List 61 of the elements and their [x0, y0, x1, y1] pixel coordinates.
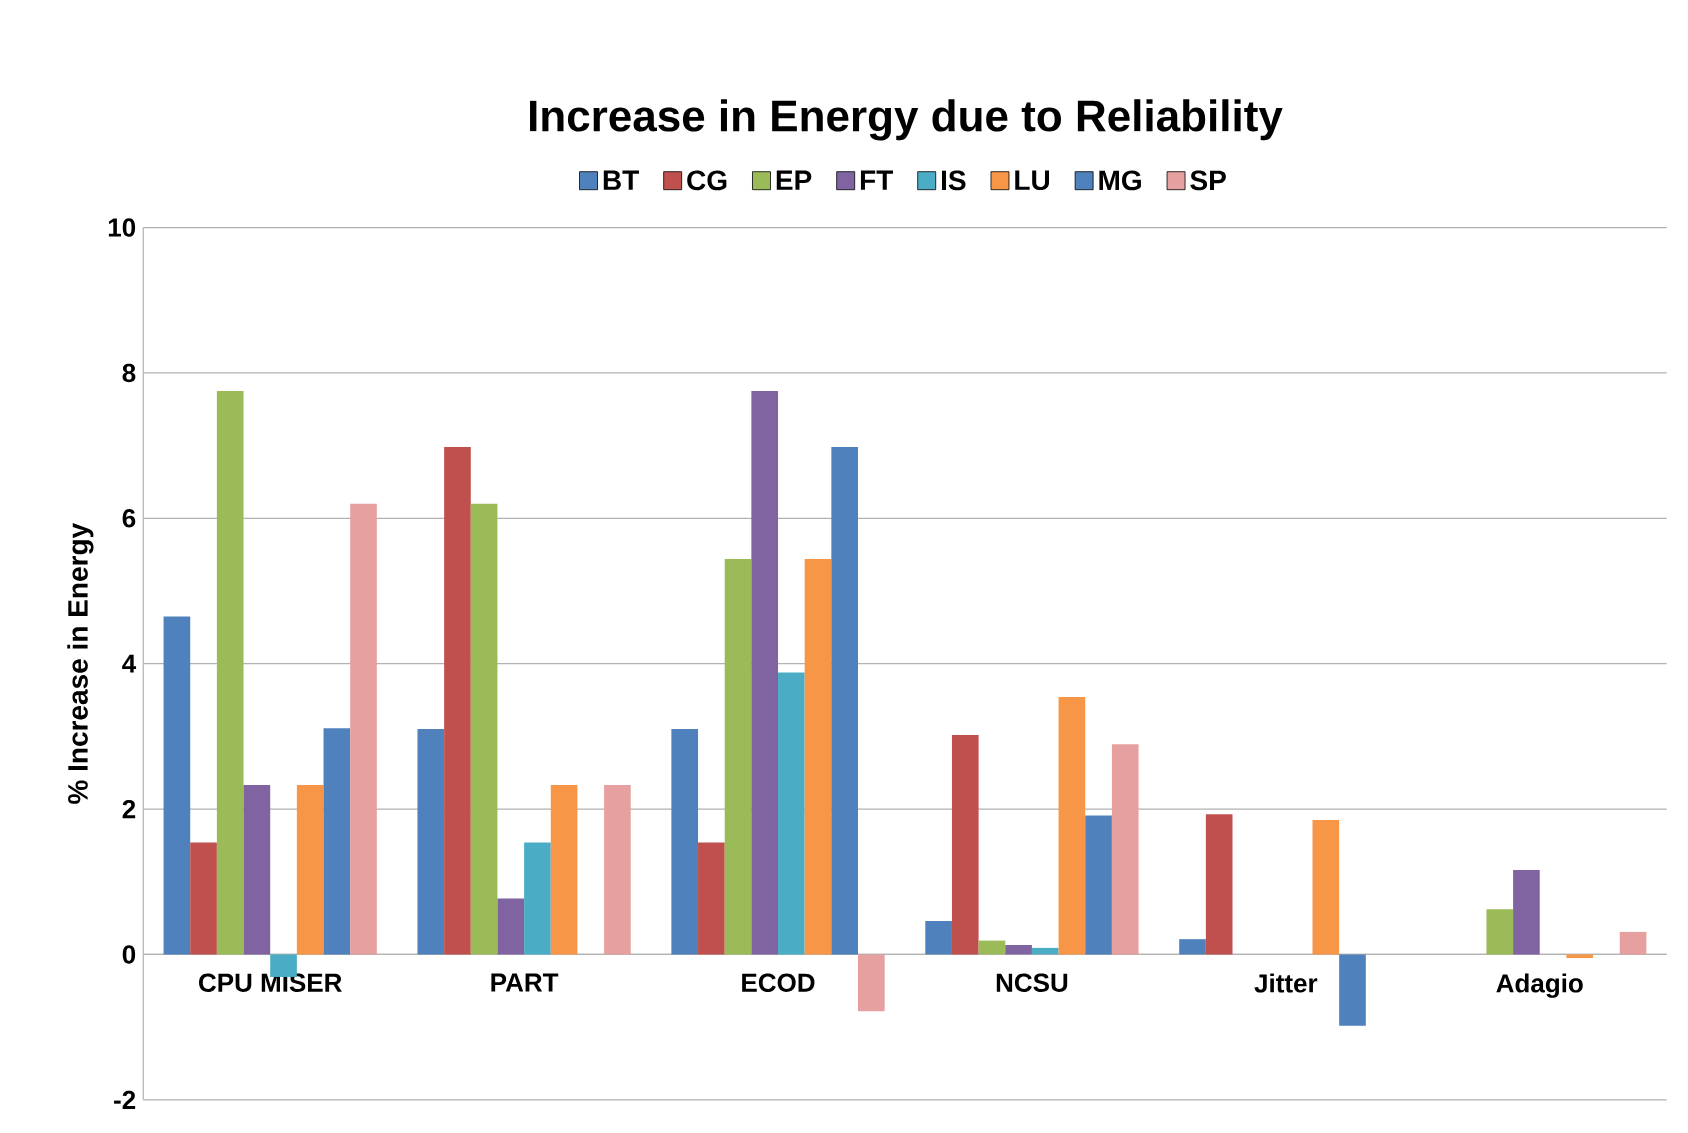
bar	[858, 954, 885, 1012]
bar	[1005, 945, 1032, 955]
chart-title: Increase in Energy due to Reliability	[530, 99, 1283, 141]
y-tick-label: 10	[108, 218, 136, 237]
legend-label: SP	[1190, 170, 1226, 191]
legend-label: FT	[860, 170, 894, 190]
x-tick-label: Jitter	[1254, 973, 1318, 993]
legend-label: LU	[1015, 170, 1050, 191]
y-axis-title: % Increase in Energy	[67, 523, 94, 804]
bar	[751, 391, 779, 955]
bar	[524, 842, 551, 955]
bar	[550, 785, 578, 955]
x-tick-label: CPU MISER	[199, 973, 342, 992]
bar	[671, 729, 699, 955]
legend-label: MG	[1099, 170, 1141, 191]
bar	[698, 842, 725, 955]
x-tick-label: ECOD	[742, 973, 815, 992]
legend-label: CG	[687, 170, 727, 191]
bar	[951, 735, 979, 955]
y-tick-label: 8	[122, 363, 136, 383]
bar	[497, 898, 525, 955]
bar	[1179, 939, 1206, 955]
y-tick-label: -2	[114, 1090, 136, 1109]
bar	[444, 447, 471, 955]
bar	[1339, 954, 1366, 1026]
bar	[1111, 744, 1139, 955]
bar	[925, 921, 952, 955]
bar	[296, 785, 324, 955]
bar	[1486, 909, 1514, 955]
bar	[350, 503, 377, 955]
bar	[778, 672, 805, 955]
y-tick-label: 0	[122, 945, 136, 964]
y-tick-label: 2	[122, 800, 136, 819]
bar	[1619, 931, 1647, 955]
bar	[831, 447, 858, 955]
bar	[1058, 697, 1086, 955]
bar	[323, 728, 351, 955]
legend-label: IS	[941, 170, 966, 191]
bar	[724, 559, 752, 955]
bar	[804, 559, 832, 955]
bar	[417, 729, 445, 955]
bar	[1566, 954, 1594, 959]
bar	[1085, 815, 1112, 955]
legend-label: BT	[603, 170, 639, 190]
x-tick-label: PART	[491, 973, 559, 992]
legend-label: EP	[776, 170, 812, 190]
bar	[470, 503, 498, 955]
bar	[1205, 814, 1233, 955]
bar	[978, 940, 1006, 955]
y-tick-label: 4	[122, 654, 137, 673]
bar	[1031, 947, 1059, 955]
x-tick-label: NCSU	[996, 973, 1068, 992]
bar	[1312, 820, 1340, 955]
bar	[243, 785, 271, 955]
bar	[190, 842, 217, 955]
bar	[216, 391, 244, 955]
x-tick-label: Adagio	[1496, 973, 1583, 998]
bar	[604, 785, 631, 955]
bar	[1513, 870, 1540, 955]
y-tick-label: 6	[122, 509, 136, 528]
bar	[163, 616, 191, 955]
